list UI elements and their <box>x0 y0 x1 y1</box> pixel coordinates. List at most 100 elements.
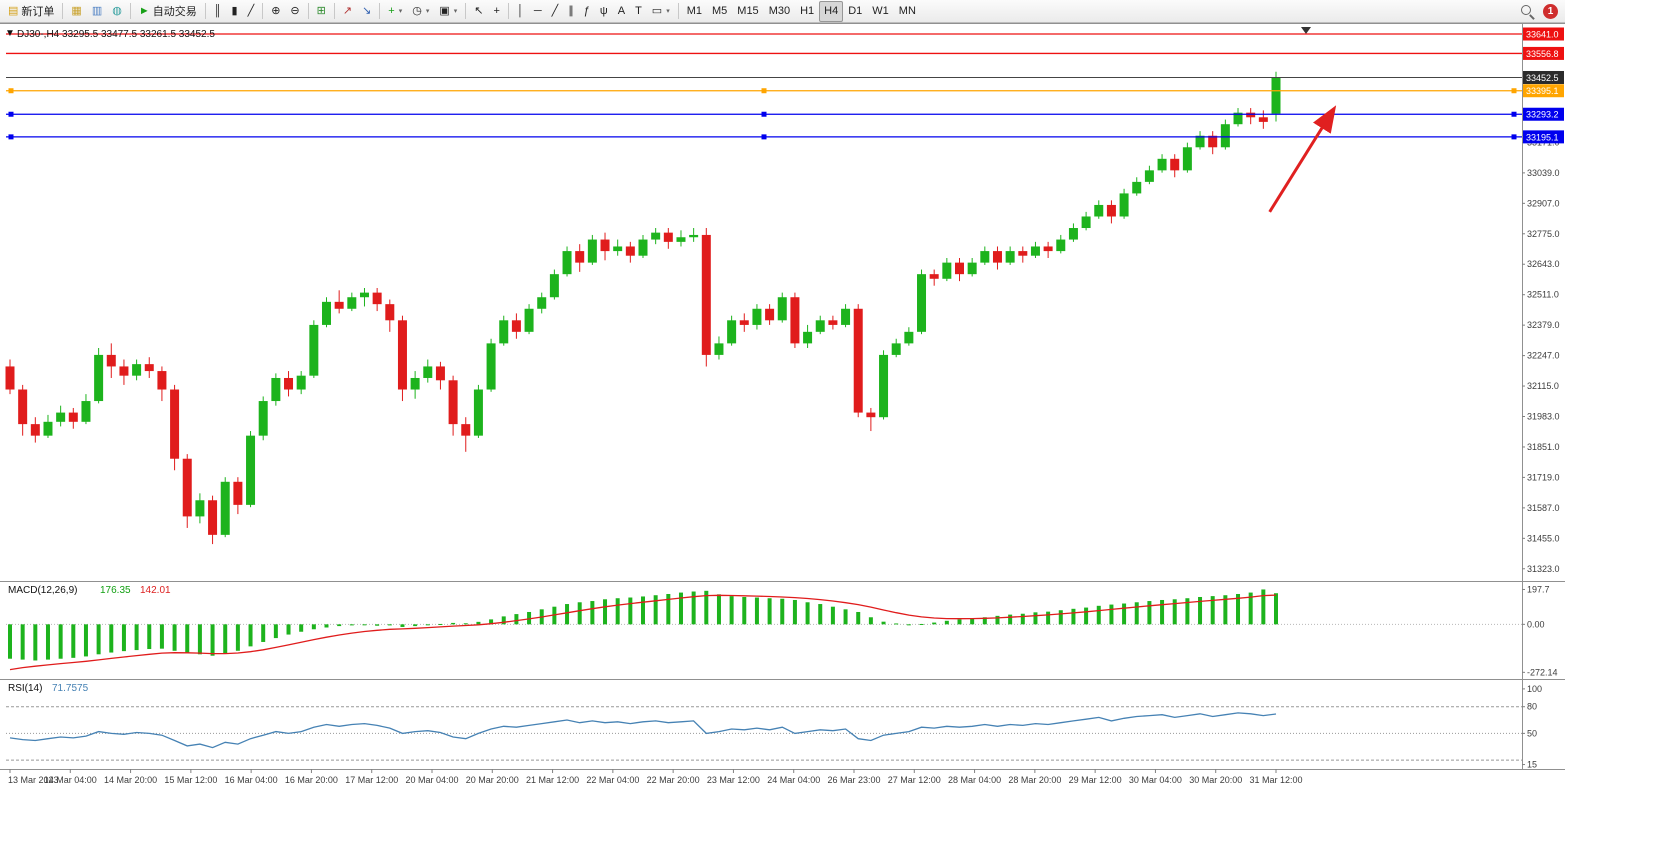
price-axis-label: 31587.0 <box>1527 503 1560 513</box>
macd-histogram-bar <box>1122 603 1127 625</box>
line-handle[interactable] <box>8 111 14 117</box>
shapes-dropdown[interactable]: ▭ ▾ <box>647 1 675 22</box>
price-axis-label: 32115.0 <box>1527 381 1559 391</box>
time-axis-label: 28 Mar 04:00 <box>948 775 1001 785</box>
macd-histogram-bar <box>223 624 228 654</box>
macd-histogram-bar <box>894 623 899 625</box>
search-icon[interactable] <box>1519 3 1535 20</box>
search-icon-handle <box>1529 14 1535 20</box>
charts-window-icon[interactable]: ▦ <box>66 1 86 22</box>
line-price-label: 33556.8 <box>1523 46 1564 60</box>
candle <box>777 297 787 321</box>
text-label-icon[interactable]: T <box>630 1 647 22</box>
time-axis-label: 15 Mar 12:00 <box>164 775 217 785</box>
macd-histogram-bar <box>425 624 430 626</box>
horizontal-line-object[interactable] <box>6 134 1522 140</box>
crosshair-icon[interactable]: + <box>489 1 505 22</box>
macd-histogram-bar <box>957 619 962 625</box>
line-handle[interactable] <box>8 88 14 94</box>
text-icon[interactable]: A <box>613 1 630 22</box>
macd-histogram-bar <box>716 594 721 625</box>
price-axis[interactable]: 33171.033039.032907.032775.032643.032511… <box>1522 137 1560 574</box>
timeframe-m30[interactable]: M30 <box>764 1 795 22</box>
svg-text:33641.0: 33641.0 <box>1526 29 1559 39</box>
zoom-in-icon-glyph: ⊕ <box>271 4 281 17</box>
timeframe-mn[interactable]: MN <box>894 1 921 22</box>
bar-chart-icon[interactable]: ║ <box>209 1 227 22</box>
timeframe-m5[interactable]: M5 <box>707 1 732 22</box>
candle <box>246 435 256 505</box>
macd-signal-value: 142.01 <box>140 585 171 596</box>
line-handle[interactable] <box>761 134 767 140</box>
timeframe-m1[interactable]: M1 <box>682 1 707 22</box>
autotrading-button[interactable]: ► 自动交易 <box>134 1 202 22</box>
cursor-icon[interactable]: ↖ <box>469 1 488 22</box>
timeframe-h4[interactable]: H4 <box>819 0 844 22</box>
trendline-icon[interactable]: ╱ <box>547 1 564 22</box>
candle <box>195 500 205 517</box>
horizontal-line-object[interactable] <box>6 111 1522 117</box>
price-label-boxes: 33641.0 33556.8 33452.5 33395.1 33293.2 33195… <box>1523 27 1564 144</box>
candle <box>435 366 445 381</box>
candle <box>587 239 597 263</box>
line-handle[interactable] <box>761 88 767 94</box>
chart-canvas[interactable]: 33171.033039.032907.032775.032643.032511… <box>0 23 1565 842</box>
macd-histogram-bar <box>691 591 696 625</box>
line-handle[interactable] <box>1511 111 1517 117</box>
line-handle[interactable] <box>761 111 767 117</box>
timeframe-m15[interactable]: M15 <box>732 1 763 22</box>
macd-histogram-bar <box>1020 613 1025 625</box>
line-chart-icon[interactable]: ╱ <box>243 1 260 22</box>
line-handle[interactable] <box>1511 88 1517 94</box>
arrow-object[interactable] <box>1268 105 1337 213</box>
new-order-button[interactable]: ▤ 新订单 <box>3 1 59 22</box>
macd-histogram-bar <box>311 624 316 630</box>
candle <box>714 343 724 355</box>
tile-windows-icon-glyph: ⊞ <box>316 4 326 17</box>
horizontal-line-object[interactable] <box>6 88 1522 94</box>
candle <box>499 320 509 344</box>
rsi-axis-label: 80 <box>1527 702 1537 712</box>
macd-histogram-bar <box>299 624 304 632</box>
vertical-line-icon[interactable]: │ <box>512 1 529 22</box>
chart-title: DJ30-,H4 33295.5 33477.5 33261.5 33452.5 <box>17 29 215 40</box>
notification-badge[interactable]: 1 <box>1543 3 1558 19</box>
timeframe-d1[interactable]: D1 <box>843 1 867 22</box>
candle <box>106 354 116 367</box>
candle <box>385 304 395 321</box>
macd-histogram-bar <box>121 624 126 652</box>
zoom-in-icon[interactable]: ⊕ <box>266 1 285 22</box>
strategy-tester-icon[interactable]: ▥ <box>87 1 107 22</box>
fibonacci-icon[interactable]: ƒ <box>579 1 595 22</box>
time-axis-label: 23 Mar 12:00 <box>707 775 760 785</box>
text-label-icon-glyph: T <box>635 4 642 17</box>
add-indicator-dropdown[interactable]: + ▾ <box>383 1 407 22</box>
candlestick-chart-icon[interactable]: ▮ <box>227 1 243 22</box>
andrews-pitchfork-icon[interactable]: ψ <box>595 1 613 22</box>
timeframe-h1[interactable]: H1 <box>795 1 819 22</box>
line-handle[interactable] <box>1511 134 1517 140</box>
chart-shift-marker[interactable] <box>1301 27 1311 34</box>
macd-histogram-bar <box>527 611 532 625</box>
template-dropdown[interactable]: ▣ ▾ <box>434 1 462 22</box>
equidistant-channel-icon[interactable]: ∥ <box>563 1 579 22</box>
candle <box>1182 147 1192 171</box>
macd-histogram-bar <box>286 624 291 635</box>
macd-histogram-bar <box>1172 599 1177 625</box>
macd-histogram-bar <box>1046 611 1051 625</box>
candle <box>638 239 648 256</box>
indicator-window-icon[interactable]: ↘ <box>357 1 376 22</box>
line-handle[interactable] <box>8 134 14 140</box>
community-icon[interactable]: ◍ <box>107 1 127 22</box>
timeframe-w1[interactable]: W1 <box>867 1 894 22</box>
chart-collapse-icon[interactable]: ▼ <box>5 28 15 39</box>
macd-histogram-bar <box>33 624 38 661</box>
horizontal-line-icon[interactable]: ─ <box>529 1 547 22</box>
macd-histogram-bar <box>1134 602 1139 625</box>
tile-windows-icon[interactable]: ⊞ <box>312 1 331 22</box>
rsi-panel: 100 80 50 15 <box>6 684 1542 770</box>
indicator-up-icon[interactable]: ↗ <box>338 1 357 22</box>
zoom-out-icon[interactable]: ⊖ <box>285 1 304 22</box>
period-dropdown[interactable]: ◷ ▾ <box>407 1 434 22</box>
